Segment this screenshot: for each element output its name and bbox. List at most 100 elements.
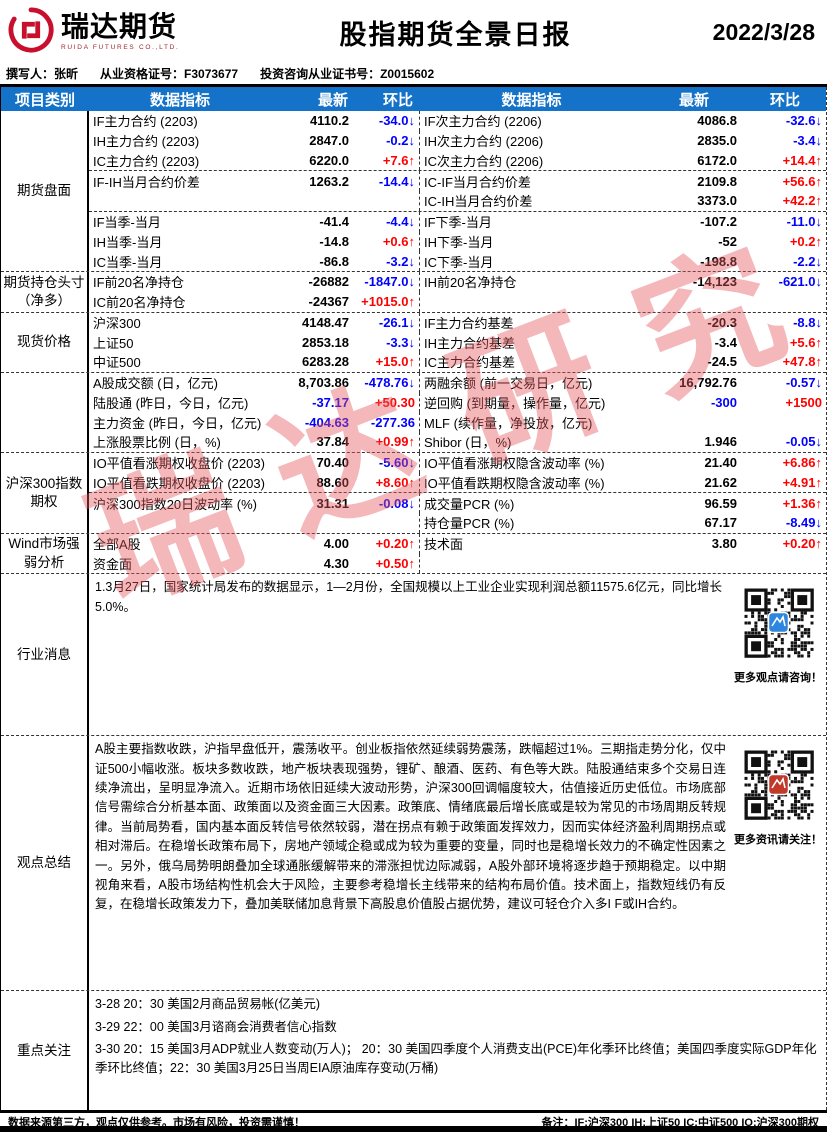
focus-item: 3-30 20：15 美国3月ADP就业人数变动(万人)； 20：30 美国四季… <box>95 1042 817 1076</box>
table-row: IC前20名净持仓 -24367 +1015.0↑ <box>89 291 826 312</box>
table-row: IC主力合约 (2203) 6220.0 +7.6↑ IC次主力合约 (2206) 61… <box>89 150 826 171</box>
table-row: 陆股通 (昨日，今日，亿元) -37.17 +50.30 逆回购 (到期量，操作量，亿… <box>89 392 826 413</box>
category-cell <box>1 372 89 452</box>
table-row: 全部A股 4.00 +0.20↑ 技术面 3.80 +0.20↑ <box>89 533 826 554</box>
author-consult-cert: 投资咨询从业证书号：Z0015602 <box>260 66 435 81</box>
change-value: -11.0↓ <box>786 214 822 230</box>
table-header-row: 项目类别 数据指标 最新 环比 数据指标 最新 环比 <box>1 87 826 111</box>
indicator-label: 全部A股 <box>93 537 141 553</box>
latest-value: -37.17 <box>312 394 349 410</box>
change-value: -3.4↓ <box>793 133 822 149</box>
table-row: 上证50 2853.18 -3.3↓ IH主力合约基差 -3.4 +5.6↑ <box>89 332 826 352</box>
table-row: 持仓量PCR (%) 67.17 -8.49↓ <box>89 513 826 533</box>
indicator-label: IO平值看涨期权隐含波动率 (%) <box>419 452 644 473</box>
change-value: +56.6↑ <box>782 173 822 189</box>
indicator-label <box>419 291 644 312</box>
category-cell: Wind市场强 弱分析 <box>1 533 89 574</box>
latest-value: 2109.8 <box>697 173 737 189</box>
change-value: +0.20↑ <box>375 536 415 552</box>
change-value: +0.50↑ <box>375 555 415 571</box>
table-row: IO平值看涨期权收盘价 (2203) 70.40 -5.60↓ IO平值看涨期权隐含波… <box>89 452 826 473</box>
latest-value <box>644 554 744 574</box>
indicator-label: 主力资金 (昨日，今日，亿元) <box>93 415 262 431</box>
indicator-label <box>419 553 644 574</box>
latest-value: -3.4 <box>714 334 737 350</box>
latest-value: 2853.18 <box>302 334 349 350</box>
logo-name: 瑞达期货 <box>61 11 178 42</box>
indicator-label <box>89 513 271 533</box>
latest-value <box>271 513 356 533</box>
category-cell: 期货持仓头寸 （净多） <box>1 272 89 312</box>
table-row: IH主力合约 (2203) 2847.0 -0.2↓ IH次主力合约 (2206) 28… <box>89 130 826 151</box>
latest-value: 4.00 <box>323 536 349 552</box>
indicator-label: 陆股通 (昨日，今日，亿元) <box>93 395 249 411</box>
section-industry-news: 行业消息 1.3月27日，国家统计局发布的数据显示，1—2月份，全国规模以上工业… <box>1 574 826 737</box>
table-row: 沪深300 4148.47 -26.1↓ IF主力合约基差 -20.3 -8.8↓ <box>89 312 826 333</box>
indicator-label: IC下季-当月 <box>419 251 644 271</box>
author-name: 撰写人：张昕 <box>6 66 79 81</box>
indicator-label: 逆回购 (到期量，操作量，亿元) <box>419 392 644 413</box>
latest-value: 67.17 <box>704 515 737 531</box>
indicator-label: IF主力合约基差 <box>419 312 644 333</box>
table-row: IF-IH当月合约价差 1263.2 -14.4↓ IC-IF当月合约价差 2109.8… <box>89 171 826 191</box>
table-row: IF前20名净持仓 -26882 -1847.0↓ IH前20名净持仓 -14,123 -… <box>89 272 826 292</box>
col-header-change-l: 环比 <box>382 91 413 109</box>
logo-subtitle: RUIDA FUTURES CO.,LTD. <box>61 44 180 51</box>
indicator-label: IC主力合约基差 <box>419 352 644 372</box>
indicator-label: Shibor (日，%) <box>419 432 644 452</box>
indicator-label <box>89 191 271 211</box>
latest-value: -41.4 <box>319 214 349 230</box>
change-value: -14.4↓ <box>378 173 415 189</box>
change-value: +8.60↑ <box>375 474 415 490</box>
latest-value: 4148.47 <box>302 314 349 330</box>
latest-value: 31.31 <box>316 495 349 511</box>
indicator-label: IF主力合约 (2203) <box>93 114 198 130</box>
indicator-label: IF当季-当月 <box>93 215 161 231</box>
change-value: -34.0↓ <box>378 113 415 129</box>
latest-value: 1263.2 <box>309 173 349 189</box>
change-value: +4.91↑ <box>782 474 822 490</box>
latest-value: 4086.8 <box>697 113 737 129</box>
indicator-label: IC-IF当月合约价差 <box>419 171 644 191</box>
change-value: -621.0↓ <box>778 274 822 290</box>
latest-value: 6283.28 <box>302 354 349 370</box>
col-header-indicator-l: 数据指标 <box>149 91 210 109</box>
category-cell: 重点关注 <box>1 991 89 1111</box>
change-value: -0.2↓ <box>386 133 415 149</box>
focus-schedule: 3-28 20：30 美国2月商品贸易帐(亿美元) 3-29 22：00 美国3… <box>89 991 826 1110</box>
change-value: -0.57↓ <box>785 375 822 391</box>
table-row: 中证500 6283.28 +15.0↑ IC主力合约基差 -24.5 +47.8↑ <box>89 352 826 372</box>
change-value: +0.6↑ <box>382 233 415 249</box>
indicator-label: 技术面 <box>419 533 644 554</box>
indicator-label: IF次主力合约 (2206) <box>419 111 644 131</box>
latest-value <box>271 191 356 211</box>
indicator-label: IF下季-当月 <box>419 211 644 232</box>
category-cell: 现货价格 <box>1 312 89 372</box>
indicator-label: 两融余额 (前一交易日，亿元) <box>419 372 644 393</box>
table-row: IF当季-当月 -41.4 -4.4↓ IF下季-当月 -107.2 -11.0↓ <box>89 211 826 232</box>
change-value: -26.1↓ <box>378 314 415 330</box>
change-value: +42.2↑ <box>782 193 822 209</box>
col-header-latest-l: 最新 <box>317 91 348 109</box>
latest-value: -52 <box>718 233 737 249</box>
table-row: IO平值看跌期权收盘价 (2203) 88.60 +8.60↑ IO平值看跌期权隐含波… <box>89 472 826 493</box>
indicator-label: IC主力合约 (2203) <box>93 153 200 169</box>
focus-item: 3-29 22：00 美国3月谘商会消费者信心指数 <box>95 1019 337 1034</box>
change-value: -0.05↓ <box>785 434 822 450</box>
change-value: -8.8↓ <box>793 314 822 330</box>
latest-value: 21.40 <box>704 455 737 471</box>
change-value: -3.2↓ <box>386 253 415 269</box>
latest-value: 3373.0 <box>697 193 737 209</box>
bottom-bar <box>0 1126 827 1132</box>
change-value: -8.49↓ <box>785 515 822 531</box>
change-value: -277.36 <box>370 414 415 430</box>
qr-caption: 更多观点请咨询！ <box>734 672 822 685</box>
change-value: -0.08↓ <box>378 495 415 511</box>
latest-value: 6220.0 <box>309 152 349 168</box>
indicator-label: IO平值看跌期权收盘价 (2203) <box>93 475 265 491</box>
change-value: +1015.0↑ <box>361 294 415 310</box>
change-value: -4.4↓ <box>386 214 415 230</box>
latest-value: -107.2 <box>700 214 737 230</box>
change-value: +0.99↑ <box>375 434 415 450</box>
latest-value: 70.40 <box>316 455 349 471</box>
